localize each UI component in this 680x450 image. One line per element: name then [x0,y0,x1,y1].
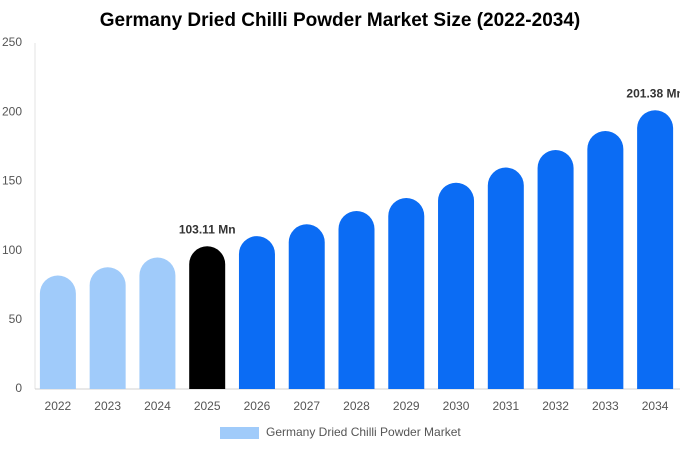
y-tick-label: 100 [2,243,22,257]
legend-swatch [220,427,259,439]
chart-title: Germany Dried Chilli Powder Market Size … [100,10,580,31]
y-tick-label: 150 [2,174,22,188]
value-label: 103.11 Mn [179,222,236,236]
x-tick-label: 2022 [45,399,72,413]
y-tick-label: 200 [2,104,22,118]
y-tick-label: 250 [2,35,22,49]
x-tick-label: 2031 [492,399,519,413]
bar [238,236,275,389]
bar [637,110,674,389]
bar [89,267,126,389]
bar [288,224,325,389]
x-tick-label: 2026 [244,399,271,413]
x-tick-label: 2034 [642,399,669,413]
x-tick-label: 2032 [542,399,569,413]
x-tick-label: 2024 [144,399,171,413]
bar [139,257,176,389]
x-tick-label: 2033 [592,399,619,413]
x-tick-label: 2029 [393,399,420,413]
value-label: 201.38 Mn [626,86,680,100]
legend-label: Germany Dried Chilli Powder Market [266,425,461,439]
x-tick-label: 2028 [343,399,370,413]
bar [388,198,425,389]
bar [587,131,624,389]
y-tick-label: 50 [9,312,23,326]
bar [537,149,574,389]
y-tick-label: 0 [15,381,22,395]
x-tick-label: 2030 [443,399,470,413]
bar [338,211,375,389]
bar [189,246,226,389]
bar [39,275,76,389]
bar [487,167,524,389]
x-tick-label: 2027 [293,399,320,413]
x-tick-label: 2025 [194,399,221,413]
bar [438,182,475,389]
x-tick-label: 2023 [94,399,121,413]
